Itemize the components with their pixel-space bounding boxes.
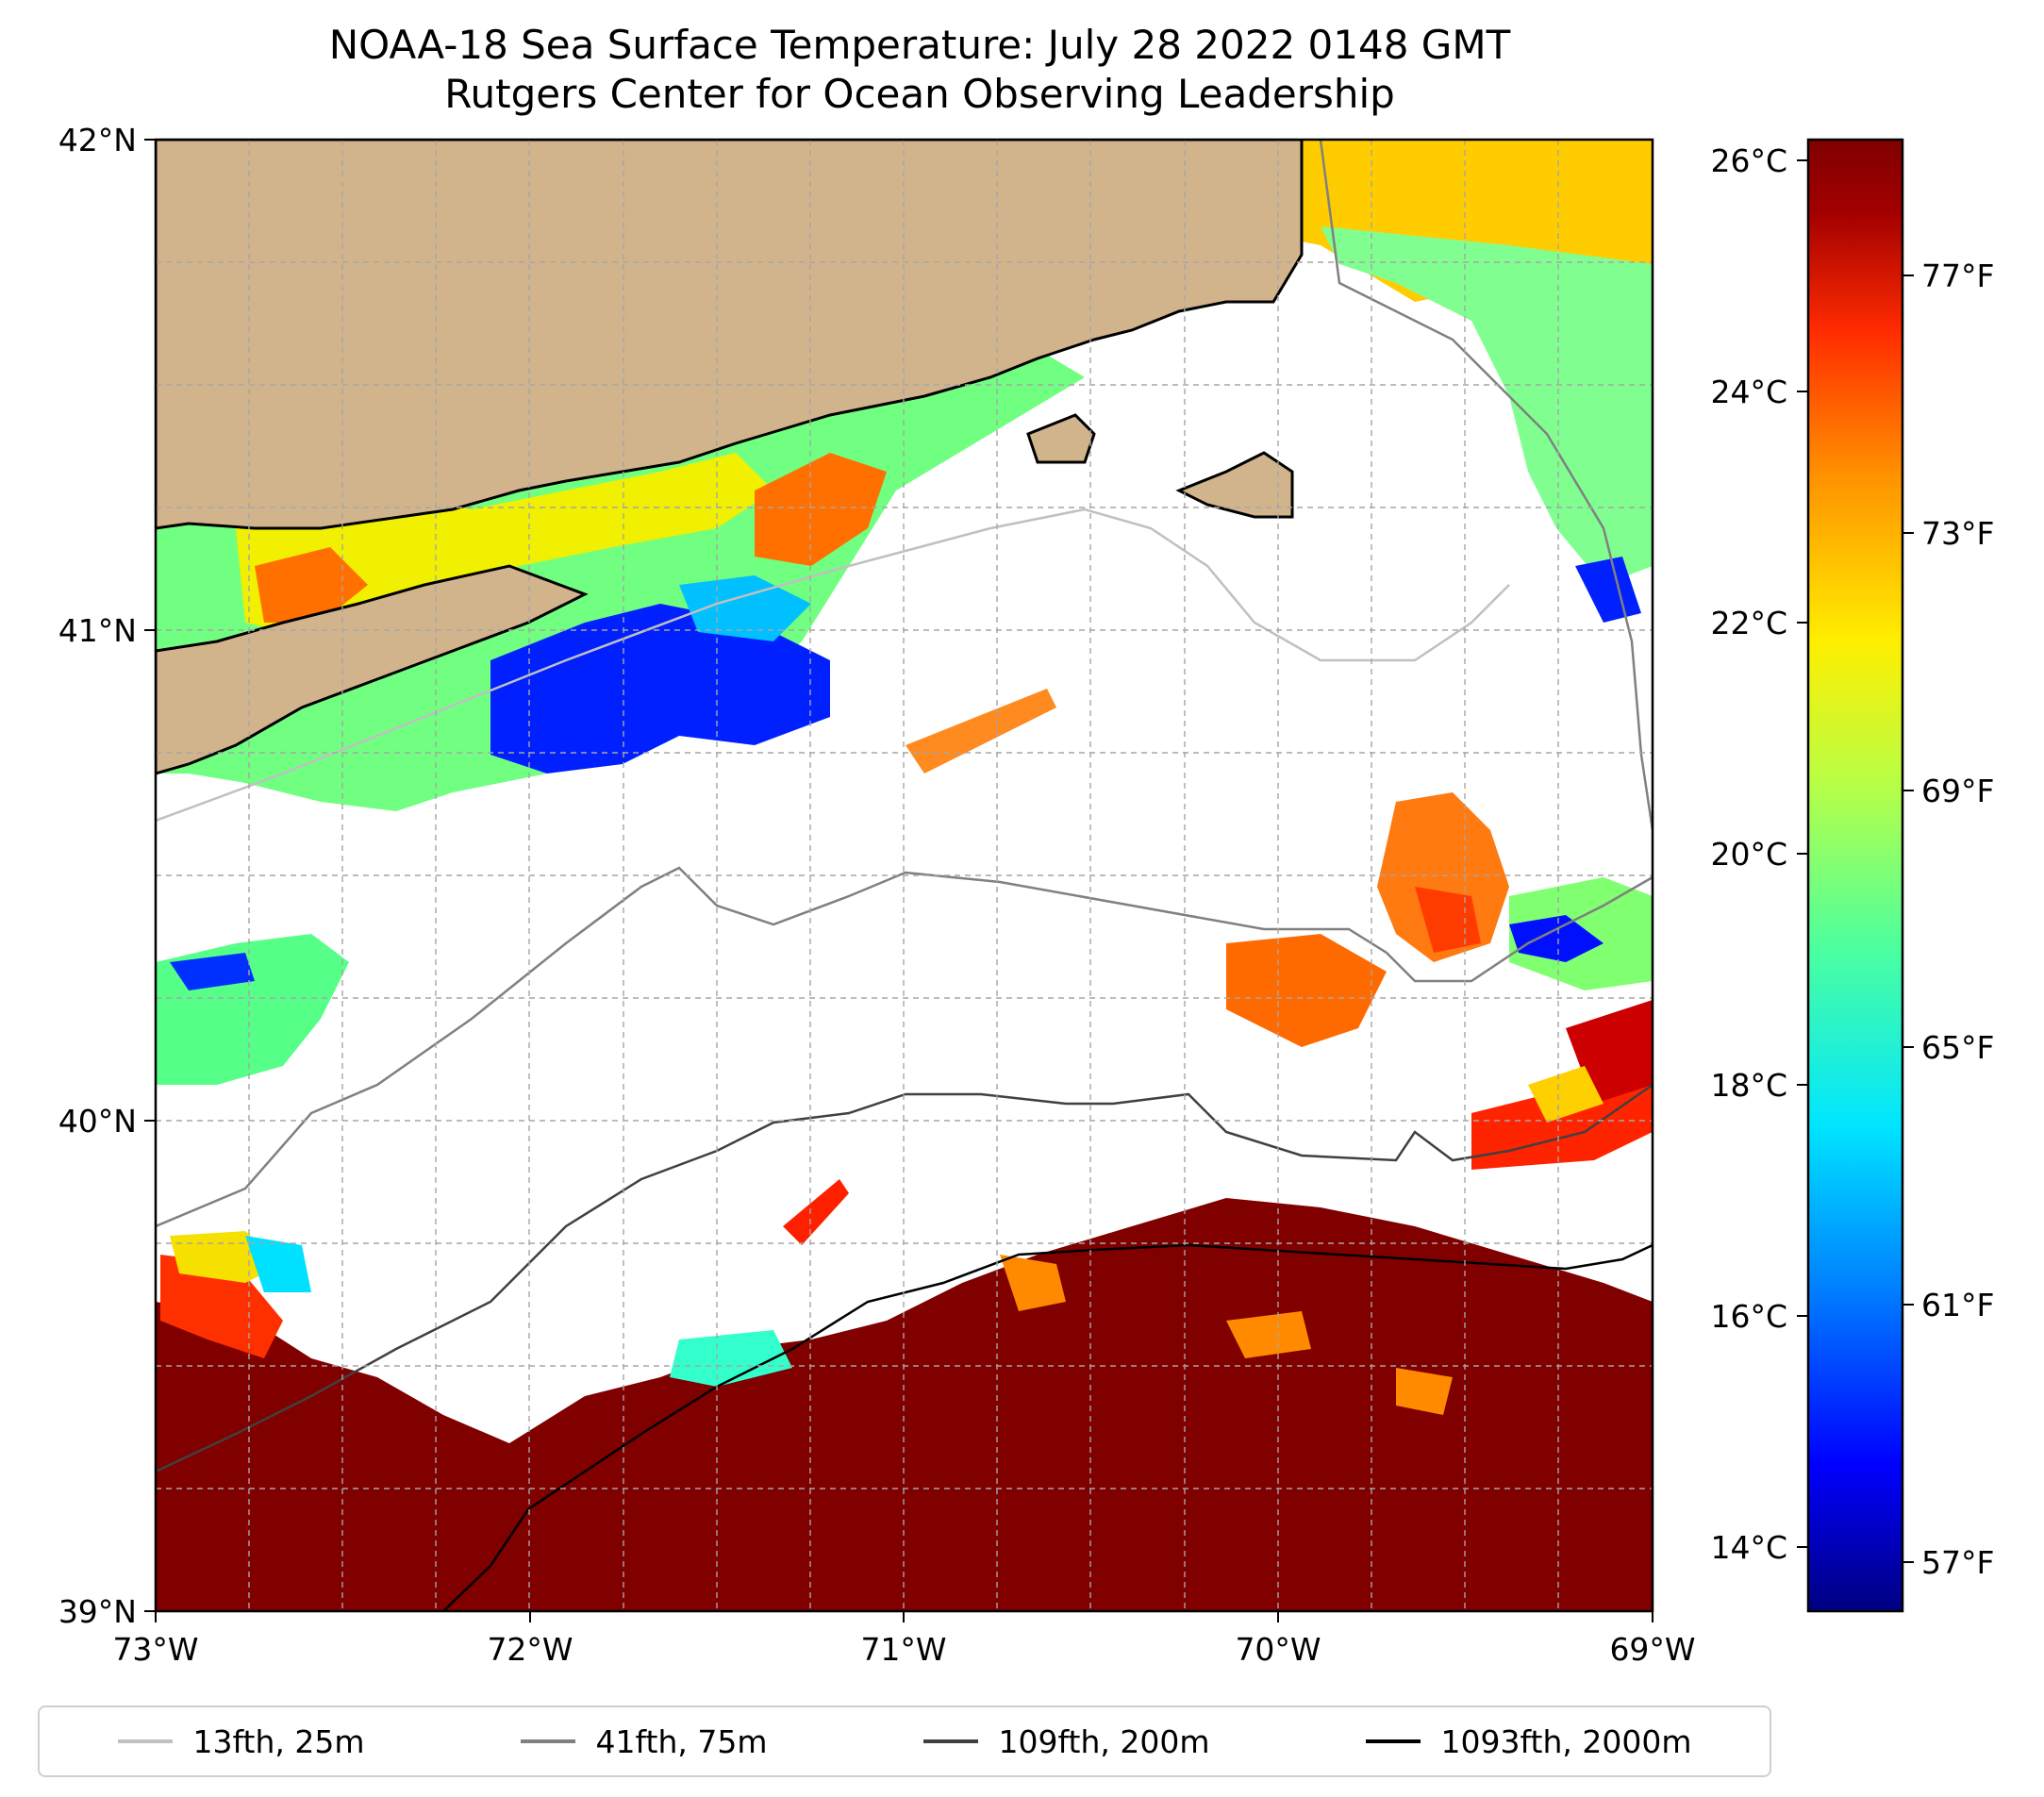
y-tick-label: 39°N — [58, 1593, 137, 1630]
depth-legend: 13fth, 25m 41fth, 75m 109fth, 200m 1093f… — [38, 1705, 1771, 1777]
land-long-island — [156, 564, 589, 775]
sst-orange-midwest — [1226, 934, 1387, 1047]
land-new-england — [156, 140, 1304, 530]
legend-line-icon — [117, 1739, 173, 1743]
legend-item-25m: 13fth, 25m — [117, 1722, 365, 1760]
land — [156, 140, 1304, 775]
legend-item-2000m: 1093fth, 2000m — [1365, 1722, 1692, 1760]
colorbar-celsius-ticks — [1797, 159, 1808, 1548]
colorbar-celsius-label: 26°C — [1710, 142, 1787, 179]
contour-200m — [156, 1083, 1653, 1473]
y-tick-label: 41°N — [58, 612, 137, 649]
sst-blue-north — [490, 604, 830, 774]
land-marthas-vineyard — [1026, 413, 1096, 464]
sst-blue-northeast — [1575, 557, 1641, 623]
colorbar-fahrenheit-ticks — [1903, 275, 1914, 1563]
legend-label: 41fth, 75m — [595, 1722, 768, 1760]
map-plot — [156, 140, 1653, 1611]
title-line-2: Rutgers Center for Ocean Observing Leade… — [444, 71, 1395, 117]
colorbar-fahrenheit-label: 73°F — [1921, 515, 1994, 552]
colorbar-celsius-label: 20°C — [1710, 836, 1787, 873]
land-nantucket — [1175, 451, 1294, 519]
legend-item-200m: 109fth, 200m — [922, 1722, 1210, 1760]
contour-75m-ne — [1319, 140, 1653, 831]
colorbar-fahrenheit-label: 57°F — [1921, 1544, 1994, 1581]
colorbar-fahrenheit-label: 65°F — [1921, 1029, 1994, 1066]
map-title: NOAA-18 Sea Surface Temperature: July 28… — [0, 21, 1839, 119]
sst-cyan-fringe — [245, 1236, 311, 1292]
colorbar-celsius-label: 14°C — [1710, 1529, 1787, 1566]
legend-line-icon — [520, 1739, 575, 1743]
legend-label: 13fth, 25m — [192, 1722, 365, 1760]
title-line-1: NOAA-18 Sea Surface Temperature: July 28… — [328, 22, 1511, 68]
legend-label: 109fth, 200m — [998, 1722, 1210, 1760]
colorbar — [1806, 138, 1904, 1613]
colorbar-fahrenheit-label: 61°F — [1921, 1287, 1994, 1323]
y-tick-label: 42°N — [58, 122, 137, 158]
legend-label: 1093fth, 2000m — [1440, 1722, 1692, 1760]
sst-yellow-east — [1528, 1066, 1604, 1123]
sst-cyan-north — [679, 575, 811, 641]
x-tick-label: 71°W — [860, 1631, 946, 1668]
gridlines — [156, 140, 1653, 1611]
legend-line-icon — [1365, 1739, 1421, 1743]
sst-orange-spots — [1000, 1255, 1453, 1415]
x-tick-label: 69°W — [1609, 1631, 1695, 1668]
sst-green-northeast — [1321, 226, 1653, 585]
colorbar-fahrenheit-label: 69°F — [1921, 773, 1994, 809]
contour-25m — [156, 507, 1510, 823]
sst-red-streak — [783, 1179, 849, 1245]
sst-cyan-south-fringe — [670, 1330, 792, 1387]
sst-orange-streak — [906, 689, 1056, 774]
legend-item-75m: 41fth, 75m — [520, 1722, 768, 1760]
x-tick-label: 70°W — [1235, 1631, 1321, 1668]
sst-blue-east — [1509, 915, 1604, 962]
colorbar-celsius-label: 24°C — [1710, 374, 1787, 410]
contour-75m — [156, 866, 1653, 1228]
bathymetry-contours — [156, 140, 1653, 1611]
sst-orange-north — [255, 453, 887, 623]
colorbar-celsius-label: 18°C — [1710, 1067, 1787, 1104]
y-tick-label: 40°N — [58, 1103, 137, 1140]
legend-line-icon — [922, 1739, 978, 1743]
colorbar-fahrenheit-label: 77°F — [1921, 258, 1994, 294]
sst-blue-west-mid — [170, 953, 255, 990]
contour-2000m — [442, 1243, 1653, 1611]
x-tick-label: 73°W — [112, 1631, 198, 1668]
x-tick-label: 72°W — [487, 1631, 573, 1668]
colorbar-celsius-label: 16°C — [1710, 1298, 1787, 1335]
sst-red-mid-east — [1415, 887, 1481, 953]
axis-ticks — [144, 139, 1653, 1622]
sst-red-fringe — [160, 1255, 283, 1358]
colorbar-celsius-label: 22°C — [1710, 605, 1787, 641]
